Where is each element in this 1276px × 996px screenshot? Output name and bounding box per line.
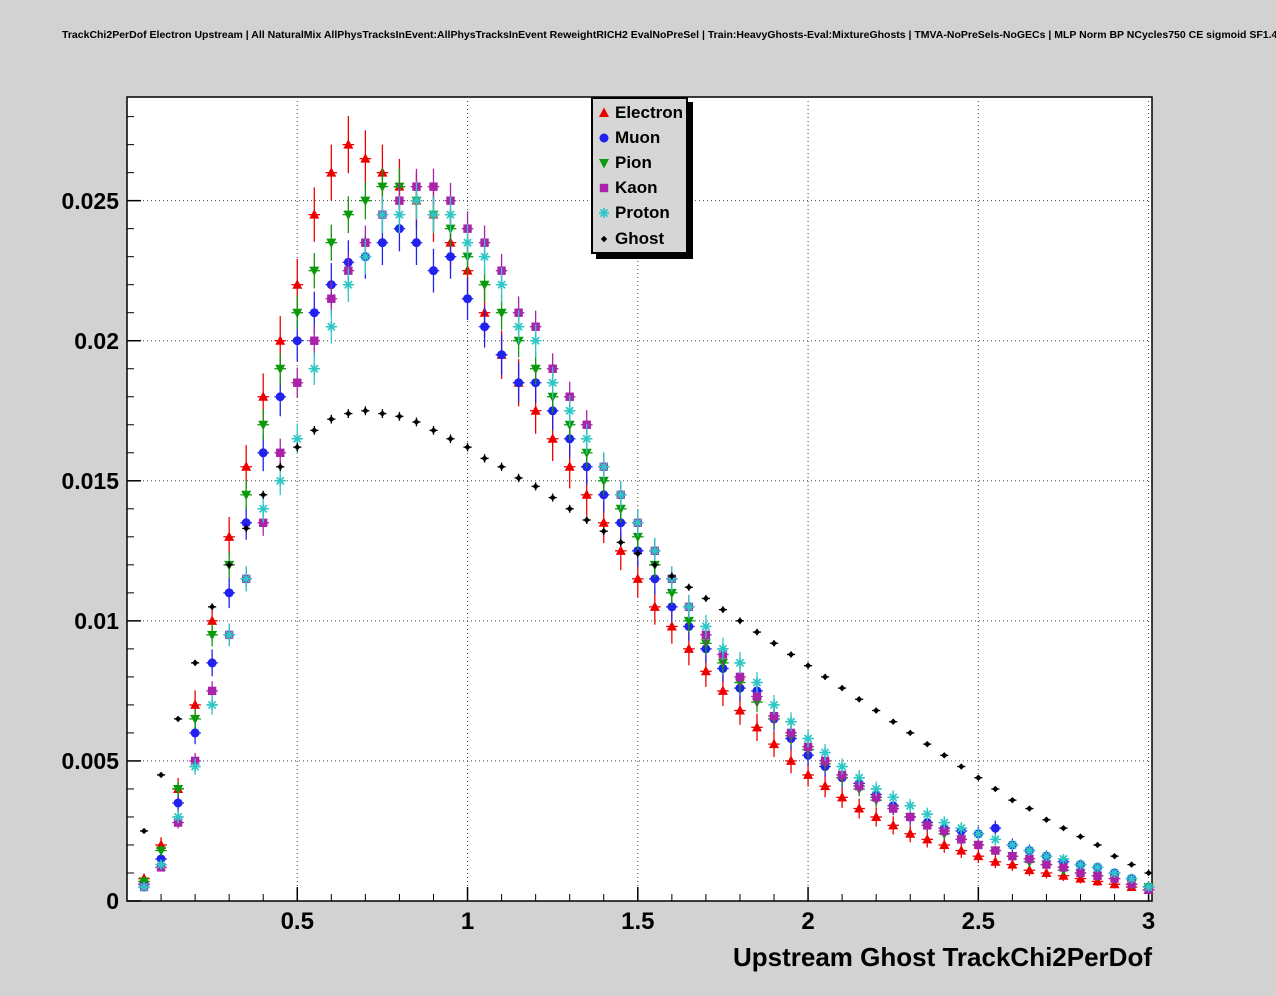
ghost-marker-icon [600,235,608,242]
y-tick-label: 0.02 [74,327,119,354]
x-tick-label: 2 [801,908,815,935]
y-tick-label: 0.01 [74,607,119,634]
pion-marker-icon [599,158,609,169]
legend-label: Pion [615,152,652,172]
y-tick-label: 0 [106,888,119,914]
legend-label: Electron [615,102,684,122]
x-tick-label: 1 [460,908,475,935]
legend: Electron Muon Pion Kaon Proton Ghost [591,97,688,255]
y-tick-label: 0.025 [61,187,119,214]
legend-label: Proton [615,203,670,223]
legend-item-kaon: Kaon [593,176,686,201]
legend-label: Ghost [615,228,665,248]
legend-item-pion: Pion [593,150,686,175]
muon-marker-icon [599,133,609,143]
proton-marker-icon [599,208,609,219]
legend-item-proton: Proton [593,201,686,226]
plot-frame [126,96,1153,902]
legend-item-muon: Muon [593,125,686,150]
y-tick-label: 0.015 [61,467,119,494]
legend-label: Kaon [615,178,658,198]
kaon-marker-icon [599,183,609,193]
series-ghost [139,406,1153,877]
electron-marker-icon [599,107,609,117]
x-tick-label: 3 [1141,908,1156,935]
x-axis-title: Upstream Ghost TrackChi2PerDof [732,942,1152,972]
legend-item-ghost: Ghost [593,226,686,251]
y-tick-label: 0.005 [61,747,119,774]
plot-title: TrackChi2PerDof Electron Upstream | All … [62,29,1276,41]
legend-item-electron: Electron [593,100,686,125]
x-tick-label: 0.5 [280,908,314,935]
x-tick-label: 1.5 [621,908,655,935]
legend-label: Muon [615,127,661,147]
x-tick-label: 2.5 [961,908,996,935]
